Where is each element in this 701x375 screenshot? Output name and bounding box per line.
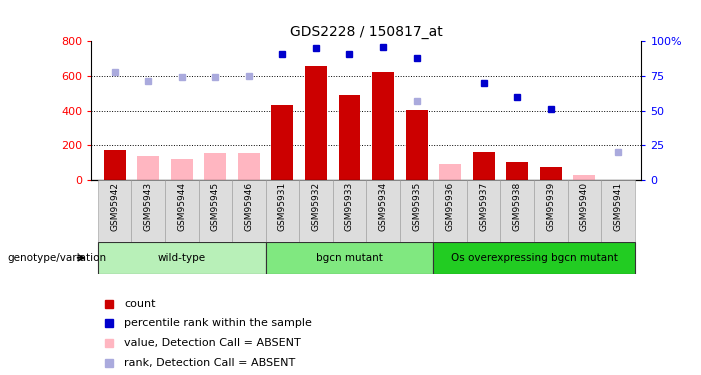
Bar bbox=[137, 156, 159, 180]
Text: GSM95944: GSM95944 bbox=[177, 182, 186, 231]
Text: GSM95942: GSM95942 bbox=[110, 182, 119, 231]
Bar bbox=[573, 175, 595, 180]
Text: value, Detection Call = ABSENT: value, Detection Call = ABSENT bbox=[124, 338, 301, 348]
Text: GSM95933: GSM95933 bbox=[345, 182, 354, 231]
Text: GSM95934: GSM95934 bbox=[379, 182, 388, 231]
Text: GSM95939: GSM95939 bbox=[546, 182, 555, 231]
Bar bbox=[205, 153, 226, 180]
Bar bbox=[367, 180, 400, 242]
Bar bbox=[467, 180, 501, 242]
Bar bbox=[165, 180, 198, 242]
Bar bbox=[339, 95, 360, 180]
Bar bbox=[601, 180, 634, 242]
Text: percentile rank within the sample: percentile rank within the sample bbox=[124, 318, 312, 328]
Text: Os overexpressing bgcn mutant: Os overexpressing bgcn mutant bbox=[451, 253, 618, 263]
Bar bbox=[501, 180, 534, 242]
Text: genotype/variation: genotype/variation bbox=[7, 253, 106, 263]
Text: bgcn mutant: bgcn mutant bbox=[316, 253, 383, 263]
Bar bbox=[372, 72, 394, 180]
Bar bbox=[198, 180, 232, 242]
Bar bbox=[333, 180, 367, 242]
Bar bbox=[131, 180, 165, 242]
Bar bbox=[433, 242, 634, 274]
Bar bbox=[98, 242, 266, 274]
Text: wild-type: wild-type bbox=[158, 253, 206, 263]
Bar bbox=[534, 180, 568, 242]
Bar bbox=[171, 159, 193, 180]
Bar bbox=[271, 105, 293, 180]
Title: GDS2228 / 150817_at: GDS2228 / 150817_at bbox=[290, 25, 442, 39]
Text: count: count bbox=[124, 298, 156, 309]
Bar bbox=[104, 150, 125, 180]
Bar bbox=[540, 167, 562, 180]
Text: GSM95940: GSM95940 bbox=[580, 182, 589, 231]
Bar bbox=[472, 152, 495, 180]
Text: GSM95937: GSM95937 bbox=[479, 182, 488, 231]
Bar bbox=[238, 153, 260, 180]
Bar bbox=[232, 180, 266, 242]
Text: GSM95931: GSM95931 bbox=[278, 182, 287, 231]
Bar bbox=[266, 180, 299, 242]
Bar bbox=[266, 242, 433, 274]
Bar bbox=[433, 180, 467, 242]
Text: GSM95946: GSM95946 bbox=[245, 182, 253, 231]
Bar bbox=[299, 180, 333, 242]
Text: GSM95935: GSM95935 bbox=[412, 182, 421, 231]
Text: GSM95941: GSM95941 bbox=[613, 182, 622, 231]
Bar bbox=[440, 164, 461, 180]
Text: rank, Detection Call = ABSENT: rank, Detection Call = ABSENT bbox=[124, 358, 296, 368]
Bar bbox=[406, 110, 428, 180]
Text: GSM95932: GSM95932 bbox=[311, 182, 320, 231]
Text: GSM95936: GSM95936 bbox=[446, 182, 455, 231]
Bar bbox=[568, 180, 601, 242]
Bar bbox=[305, 66, 327, 180]
Text: GSM95943: GSM95943 bbox=[144, 182, 153, 231]
Text: GSM95945: GSM95945 bbox=[211, 182, 220, 231]
Bar bbox=[400, 180, 433, 242]
Bar bbox=[506, 162, 528, 180]
Text: GSM95938: GSM95938 bbox=[512, 182, 522, 231]
Bar bbox=[98, 180, 131, 242]
